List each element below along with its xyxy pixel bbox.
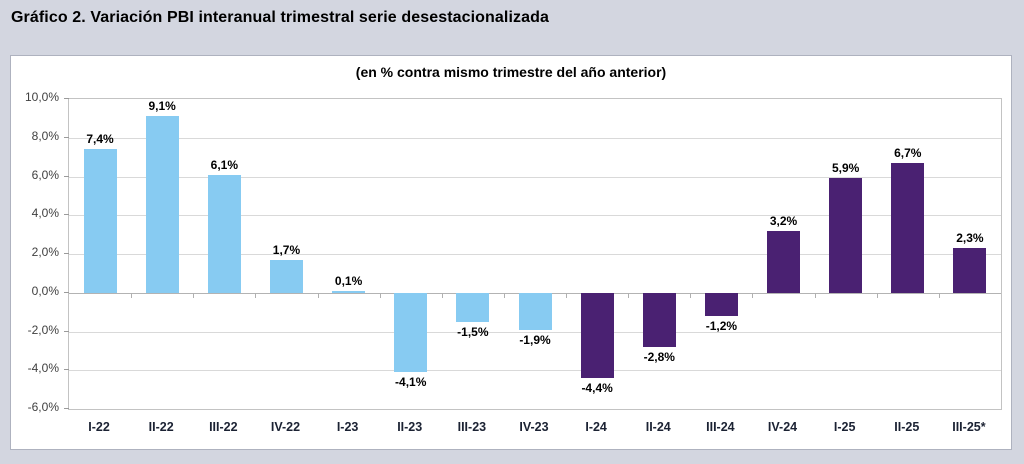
bar-II-25 — [891, 162, 925, 293]
bar-value-label: 1,7% — [272, 242, 301, 257]
zero-axis-tick — [752, 292, 753, 298]
y-axis-tick — [64, 136, 69, 138]
x-axis-label-III-25*: III-25* — [952, 420, 986, 434]
bar-III-22 — [207, 174, 241, 293]
zero-axis-tick — [815, 292, 816, 298]
bar-value-label: -1,5% — [457, 324, 489, 339]
bar-value-label: -4,4% — [581, 381, 613, 395]
y-axis-tick — [64, 408, 69, 409]
zero-axis-tick — [628, 292, 629, 298]
gridline — [69, 137, 1001, 139]
bar-value-label: 5,9% — [831, 161, 860, 176]
x-axis-label-I-25: I-25 — [833, 420, 856, 434]
zero-axis-tick — [131, 292, 132, 298]
y-axis-tick-label: 2,0% — [31, 245, 59, 259]
y-axis-tick — [64, 253, 69, 254]
y-axis-tick — [64, 291, 69, 293]
x-axis-label-III-23: III-23 — [457, 420, 487, 434]
x-axis-label-I-23: I-23 — [336, 420, 359, 434]
zero-axis-tick — [442, 292, 443, 298]
bar-III-23 — [456, 292, 490, 322]
bar-value-label: 7,4% — [86, 132, 114, 147]
bar-III-25* — [953, 248, 987, 293]
gridline — [69, 370, 1001, 372]
bar-value-label: 3,2% — [769, 213, 798, 228]
chart-subtitle: (en % contra mismo trimestre del año ant… — [355, 64, 667, 80]
y-axis-tick — [64, 214, 69, 216]
gridline — [69, 331, 1001, 333]
bar-value-label: 0,1% — [334, 273, 363, 288]
zero-axis-tick — [193, 292, 194, 298]
bar-value-label: 2,3% — [956, 231, 984, 246]
y-axis-tick-label: 0,0% — [31, 283, 59, 298]
plot-area: 7,4% 9,1% 6,1% 1,7% 0,1% -4,1% -1,5% -1,9% -4,4%… — [68, 98, 1002, 410]
y-axis-tick — [64, 330, 69, 332]
y-axis-tick-label: 8,0% — [31, 128, 59, 143]
bar-I-24 — [580, 292, 614, 378]
bar-II-24 — [642, 292, 676, 347]
zero-axis-tick — [255, 292, 256, 298]
x-axis-label-II-22: II-22 — [148, 420, 174, 434]
y-axis-tick — [64, 175, 69, 177]
bar-IV-23 — [518, 292, 552, 330]
y-axis-tick-label: -4,0% — [27, 361, 59, 376]
x-axis-label-II-24: II-24 — [645, 420, 671, 434]
gridline — [69, 215, 1001, 217]
x-axis-label-II-25: II-25 — [894, 420, 920, 434]
gridline — [69, 176, 1001, 178]
y-axis-tick — [64, 98, 69, 99]
zero-axis-tick — [504, 292, 505, 298]
zero-axis-tick — [566, 292, 567, 298]
bar-II-22 — [145, 116, 179, 293]
zero-axis-tick — [939, 292, 940, 298]
bar-value-label: 9,1% — [148, 99, 176, 114]
x-axis-label-IV-22: IV-22 — [270, 420, 301, 434]
bar-I-23 — [332, 290, 366, 293]
x-axis-label-I-22: I-22 — [88, 420, 110, 434]
y-axis-tick-label: -6,0% — [27, 400, 59, 414]
page-title: Gráfico 2. Variación PBI interanual trim… — [11, 9, 549, 26]
chart-panel: (en % contra mismo trimestre del año ant… — [10, 55, 1012, 450]
x-axis-label-IV-23: IV-23 — [519, 420, 549, 434]
x-axis-label-I-24: I-24 — [585, 420, 607, 434]
bar-IV-22 — [269, 259, 303, 293]
bar-value-label: 6,1% — [210, 157, 238, 172]
y-axis-tick-label: 4,0% — [31, 206, 59, 221]
bar-value-label: -2,8% — [643, 350, 675, 364]
bar-II-23 — [394, 292, 428, 373]
y-axis-tick-label: 10,0% — [24, 90, 59, 104]
bar-I-25 — [829, 178, 863, 293]
gridline — [69, 254, 1001, 255]
zero-axis-tick — [380, 292, 381, 298]
bar-IV-24 — [767, 230, 801, 293]
bar-I-22 — [83, 149, 117, 293]
y-axis-tick-label: 6,0% — [31, 167, 59, 182]
bar-value-label: 6,7% — [894, 145, 922, 160]
x-axis-label-III-24: III-24 — [706, 420, 735, 434]
x-axis-label-IV-24: IV-24 — [767, 420, 798, 434]
bar-value-label: -1,9% — [519, 332, 551, 347]
bar-value-label: -1,2% — [705, 319, 738, 333]
y-axis-tick — [64, 369, 69, 371]
bar-value-label: -4,1% — [395, 375, 427, 390]
zero-axis-tick — [690, 292, 691, 298]
y-axis-tick-label: -2,0% — [27, 322, 59, 337]
bar-III-24 — [704, 292, 738, 316]
zero-axis-tick — [318, 292, 319, 298]
x-axis-label-II-23: II-23 — [397, 420, 423, 434]
zero-axis-tick — [877, 292, 878, 298]
x-axis-label-III-22: III-22 — [209, 420, 238, 434]
